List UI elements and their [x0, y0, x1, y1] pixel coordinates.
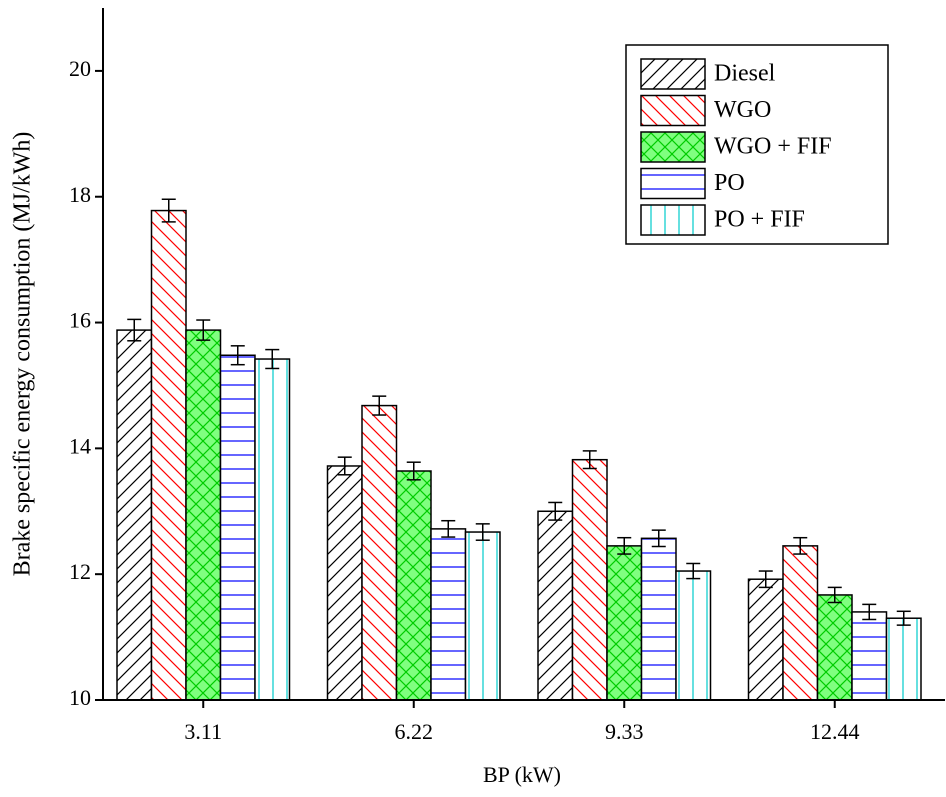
error-bar	[651, 529, 666, 548]
bar	[395, 470, 432, 701]
x-axis-label: BP (kW)	[483, 762, 561, 787]
bar	[116, 329, 153, 701]
error-bar	[127, 318, 142, 342]
error-bar	[161, 198, 176, 223]
bar	[185, 329, 222, 701]
bar	[851, 611, 888, 701]
y-tick-label: 16	[69, 308, 91, 333]
bar	[361, 404, 398, 701]
bar	[885, 617, 922, 701]
bar	[537, 510, 574, 701]
error-bar	[686, 562, 701, 580]
bar	[571, 458, 608, 701]
x-tick-label: 6.22	[395, 719, 434, 744]
y-axis-label: Brake specific energy consumption (MJ/kW…	[10, 132, 36, 577]
bar	[219, 354, 256, 701]
error-bar	[265, 348, 280, 370]
error-bar	[406, 461, 421, 481]
x-tick-label: 12.44	[810, 719, 860, 744]
bar	[606, 545, 643, 701]
bar	[747, 578, 784, 701]
y-tick-label: 18	[69, 182, 91, 207]
y-tick-label: 20	[69, 56, 91, 81]
bar	[464, 531, 501, 701]
error-bar	[758, 570, 773, 589]
legend-swatch	[640, 94, 706, 127]
bar	[675, 570, 712, 701]
bar	[816, 594, 853, 701]
error-bar	[337, 456, 352, 476]
y-tick-label: 14	[69, 433, 91, 458]
y-tick-label: 12	[69, 559, 91, 584]
legend-label: WGO + FIF	[714, 134, 832, 160]
error-bar	[548, 501, 563, 521]
error-bar	[862, 603, 877, 621]
error-bar	[793, 536, 808, 555]
legend-label: Diesel	[714, 61, 776, 87]
bar	[326, 465, 363, 701]
error-bar	[475, 523, 490, 541]
legend-swatch	[640, 167, 706, 200]
error-bar	[196, 319, 211, 341]
bar	[640, 537, 677, 701]
legend-label: PO + FIF	[714, 207, 805, 233]
error-bar	[896, 610, 911, 626]
legend-swatch	[640, 131, 706, 163]
legend-swatch	[640, 204, 706, 236]
legend-swatch	[640, 58, 706, 90]
error-bar	[441, 519, 456, 538]
error-bar	[617, 536, 632, 555]
bar	[430, 528, 467, 701]
x-tick-label: 9.33	[605, 719, 644, 744]
bar	[782, 545, 819, 701]
error-bar	[230, 345, 245, 366]
y-tick-label: 10	[69, 685, 91, 710]
legend-label: WGO	[714, 97, 771, 123]
error-bar	[372, 395, 387, 416]
error-bar	[582, 450, 597, 470]
bar	[150, 209, 187, 701]
bar	[254, 358, 291, 701]
x-tick-label: 3.11	[184, 719, 222, 744]
legend-label: PO	[714, 170, 745, 196]
error-bar	[827, 586, 842, 604]
